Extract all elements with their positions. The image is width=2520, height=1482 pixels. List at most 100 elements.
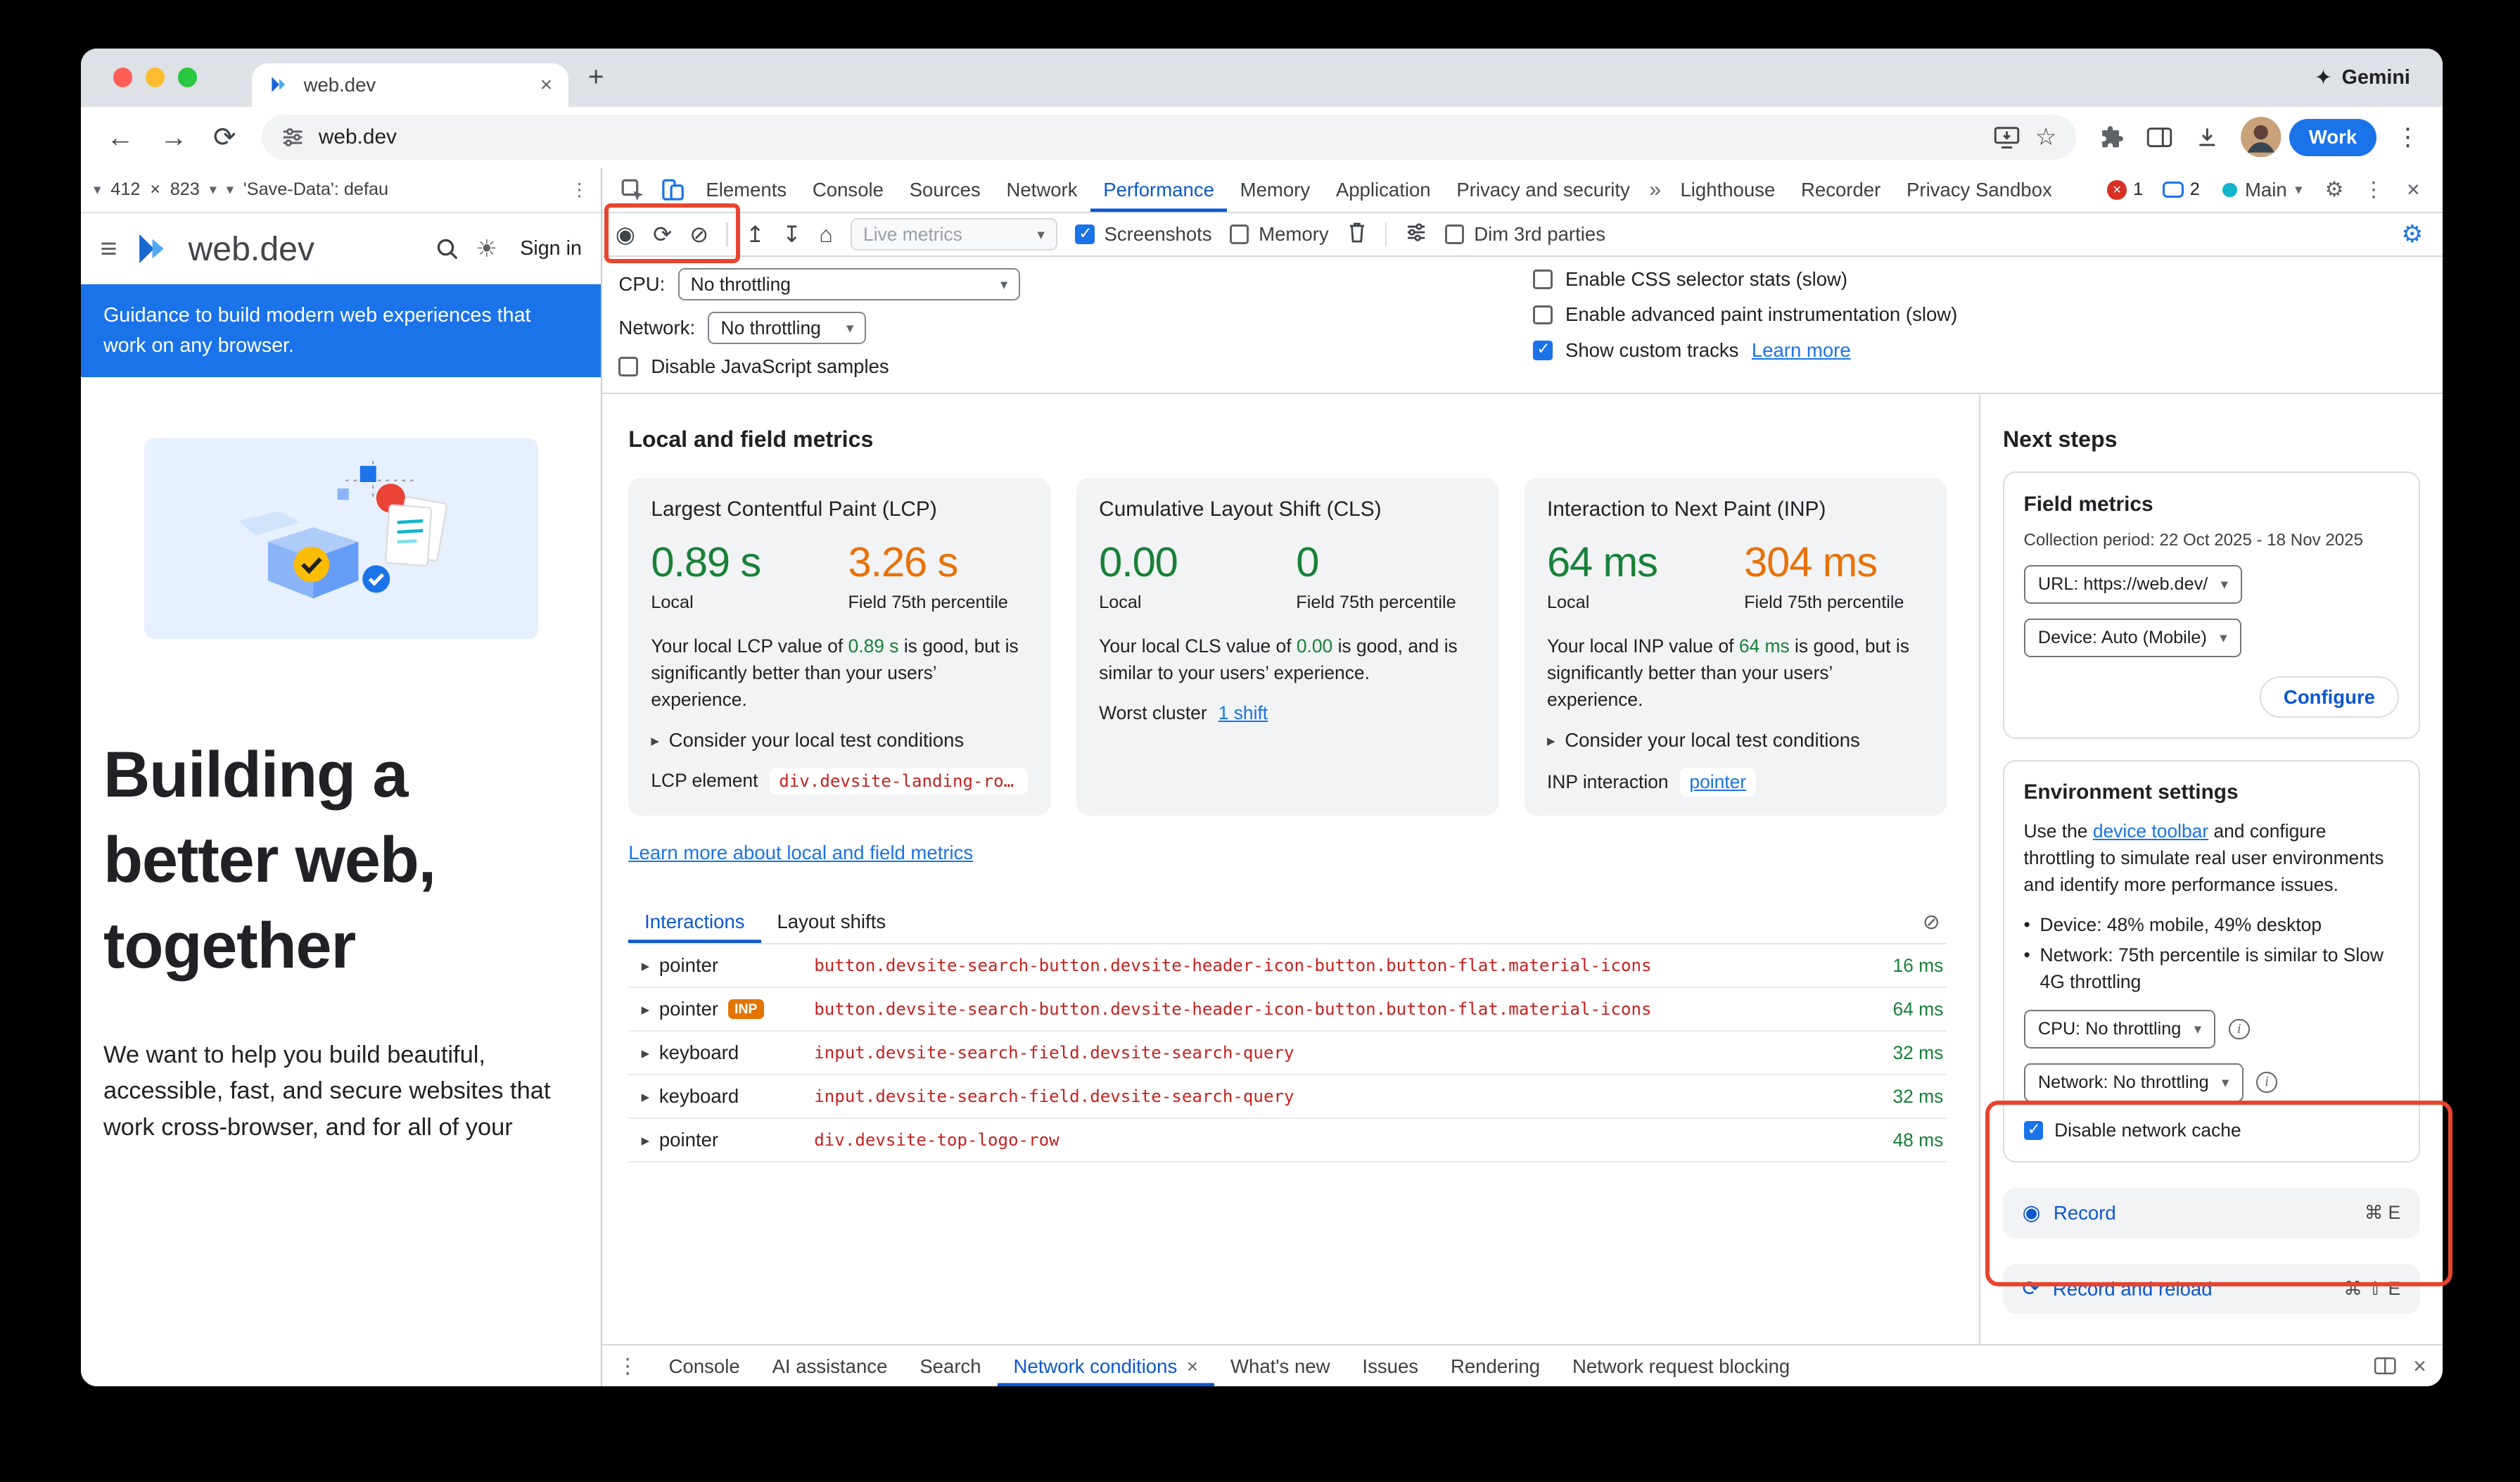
- zoom-window-button[interactable]: [177, 68, 198, 87]
- lcp-test-conditions-expander[interactable]: ▸ Consider your local test conditions: [651, 729, 965, 752]
- tab-lighthouse[interactable]: Lighthouse: [1680, 178, 1776, 201]
- worst-cluster-link[interactable]: 1 shift: [1218, 702, 1268, 724]
- profile-avatar[interactable]: [2241, 117, 2282, 158]
- tab-recorder[interactable]: Recorder: [1801, 178, 1881, 201]
- record-and-reload-icon[interactable]: ⟳: [653, 221, 673, 247]
- lcp-element-link[interactable]: div.devsite-landing-row-ite…: [769, 768, 1028, 794]
- reload-icon[interactable]: ⟳: [213, 122, 236, 153]
- tab-sources[interactable]: Sources: [909, 178, 981, 201]
- tab-privacy-sandbox[interactable]: Privacy Sandbox: [1907, 178, 2052, 201]
- paint-instrumentation-checkbox[interactable]: Enable advanced paint instrumentation (s…: [1533, 303, 2426, 326]
- site-search-icon[interactable]: [434, 236, 460, 262]
- dimensions-dropdown-icon[interactable]: ▾: [94, 182, 101, 198]
- device-height-field[interactable]: 823: [170, 179, 200, 200]
- back-icon[interactable]: ←: [106, 122, 134, 153]
- network-throttling-select[interactable]: No throttling ▾: [708, 312, 867, 345]
- tab-memory[interactable]: Memory: [1240, 178, 1311, 201]
- info-icon[interactable]: i: [2228, 1018, 2250, 1040]
- url-text[interactable]: web.dev: [318, 125, 397, 149]
- webdev-logo-icon[interactable]: [133, 229, 172, 268]
- more-tabs-icon[interactable]: »: [1649, 177, 1661, 201]
- disable-network-cache-checkbox[interactable]: Disable network cache: [2023, 1120, 2400, 1141]
- address-bar[interactable]: web.dev ☆: [262, 115, 2077, 160]
- dock-side-icon[interactable]: [2373, 1355, 2397, 1376]
- drawer-tab-whats-new[interactable]: What's new: [1230, 1355, 1330, 1377]
- profile-chip[interactable]: Work: [2289, 118, 2376, 156]
- capture-settings-gear-icon[interactable]: ⚙: [2401, 221, 2424, 248]
- gemini-button[interactable]: ✦ Gemini: [2315, 65, 2410, 90]
- drawer-tab-network-conditions[interactable]: Network conditions ×: [998, 1346, 1215, 1386]
- sign-in-link[interactable]: Sign in: [520, 237, 582, 260]
- minimize-window-button[interactable]: [145, 68, 165, 87]
- interaction-row[interactable]: ▸ pointer div.devsite-top-logo-row 48 ms: [628, 1119, 1947, 1163]
- device-toolbar-toggle-icon[interactable]: [661, 178, 685, 202]
- tab-application[interactable]: Application: [1335, 178, 1431, 201]
- custom-header-value[interactable]: 'Save-Data': defau: [243, 179, 389, 200]
- zoom-dropdown-icon[interactable]: ▾: [209, 182, 217, 198]
- install-icon[interactable]: [1993, 125, 2021, 149]
- side-panel-icon[interactable]: [2146, 125, 2173, 149]
- tab-layout-shifts[interactable]: Layout shifts: [777, 911, 886, 933]
- drawer-tab-console[interactable]: Console: [668, 1355, 740, 1377]
- expander-icon[interactable]: ▸: [641, 999, 650, 1018]
- memory-checkbox[interactable]: Memory: [1229, 223, 1329, 246]
- screenshots-checkbox[interactable]: Screenshots: [1075, 223, 1212, 246]
- interaction-row[interactable]: ▸ keyboard input.devsite-search-field.de…: [628, 1075, 1947, 1120]
- clear-recordings-icon[interactable]: ⊘: [689, 221, 709, 247]
- extensions-puzzle-icon[interactable]: [2099, 125, 2125, 151]
- devtools-settings-gear-icon[interactable]: ⚙: [2324, 178, 2344, 201]
- learn-more-link[interactable]: Learn more: [1751, 338, 1851, 361]
- drawer-tab-network-request-blocking[interactable]: Network request blocking: [1572, 1355, 1790, 1377]
- field-device-select[interactable]: Device: Auto (Mobile) ▾: [2023, 618, 2241, 657]
- device-toolbar-menu-icon[interactable]: ⋮: [570, 179, 589, 200]
- theme-toggle-icon[interactable]: ☀: [476, 235, 498, 262]
- site-logo-text[interactable]: web.dev: [188, 229, 315, 268]
- issues-badge[interactable]: 2: [2162, 179, 2200, 200]
- custom-tracks-checkbox[interactable]: Show custom tracks Learn more: [1533, 339, 2426, 362]
- bookmark-star-icon[interactable]: ☆: [2035, 124, 2057, 151]
- device-toolbar-link[interactable]: device toolbar: [2092, 820, 2209, 842]
- dim-3rd-parties-checkbox[interactable]: Dim 3rd parties: [1444, 223, 1605, 246]
- drawer-tab-ai-assistance[interactable]: AI assistance: [772, 1355, 888, 1377]
- expander-icon[interactable]: ▸: [641, 1087, 650, 1106]
- save-profile-icon[interactable]: ↧: [782, 221, 802, 247]
- env-cpu-select[interactable]: CPU: No throttling ▾: [2023, 1009, 2216, 1049]
- tab-interactions[interactable]: Interactions: [628, 901, 761, 943]
- expander-icon[interactable]: ▸: [641, 1130, 650, 1149]
- record-and-reload-button[interactable]: ⟳ Record and reload ⌘ ⇧ E: [2002, 1264, 2420, 1315]
- inspect-element-icon[interactable]: [621, 178, 644, 202]
- close-window-button[interactable]: [113, 68, 133, 87]
- drawer-tab-issues[interactable]: Issues: [1362, 1355, 1419, 1377]
- tab-elements[interactable]: Elements: [706, 178, 787, 201]
- devtools-menu-icon[interactable]: ⋮: [2362, 178, 2384, 201]
- inp-interaction-link[interactable]: pointer: [1679, 768, 1756, 797]
- cpu-throttling-select[interactable]: No throttling ▾: [677, 268, 1021, 301]
- new-tab-button[interactable]: +: [587, 62, 604, 93]
- interaction-row[interactable]: ▸ keyboard input.devsite-search-field.de…: [628, 1032, 1947, 1076]
- expander-icon[interactable]: ▸: [641, 1043, 650, 1062]
- load-profile-icon[interactable]: ↥: [745, 221, 765, 247]
- interaction-row[interactable]: ▸ pointer INP button.devsite-search-butt…: [628, 988, 1947, 1032]
- close-drawer-tab-icon[interactable]: ×: [1187, 1355, 1199, 1377]
- info-icon[interactable]: i: [2256, 1072, 2277, 1094]
- forward-icon[interactable]: →: [160, 122, 188, 153]
- drawer-tab-search[interactable]: Search: [919, 1355, 981, 1377]
- record-button[interactable]: ◉ Record ⌘ E: [2002, 1188, 2420, 1239]
- device-width-field[interactable]: 412: [110, 179, 141, 200]
- downloads-icon[interactable]: [2194, 125, 2220, 151]
- drawer-tab-rendering[interactable]: Rendering: [1450, 1355, 1541, 1377]
- record-icon[interactable]: ◉: [615, 221, 635, 247]
- configure-button[interactable]: Configure: [2259, 676, 2400, 718]
- inp-test-conditions-expander[interactable]: ▸ Consider your local test conditions: [1546, 729, 1860, 752]
- learn-field-metrics-link[interactable]: Learn more about local and field metrics: [628, 841, 974, 863]
- browser-tab[interactable]: web.dev ×: [252, 63, 569, 107]
- tab-close-icon[interactable]: ×: [540, 72, 553, 96]
- tab-privacy-security[interactable]: Privacy and security: [1456, 178, 1630, 201]
- collect-garbage-icon[interactable]: [1347, 221, 1368, 247]
- browser-menu-icon[interactable]: ⋮: [2395, 124, 2420, 151]
- network-conditions-icon[interactable]: [1405, 221, 1427, 247]
- interaction-row[interactable]: ▸ pointer button.devsite-search-button.d…: [628, 944, 1947, 989]
- console-errors-badge[interactable]: × 1: [2107, 179, 2143, 200]
- disable-js-samples-checkbox[interactable]: Disable JavaScript samples: [618, 355, 1533, 378]
- tab-performance[interactable]: Performance: [1090, 168, 1227, 212]
